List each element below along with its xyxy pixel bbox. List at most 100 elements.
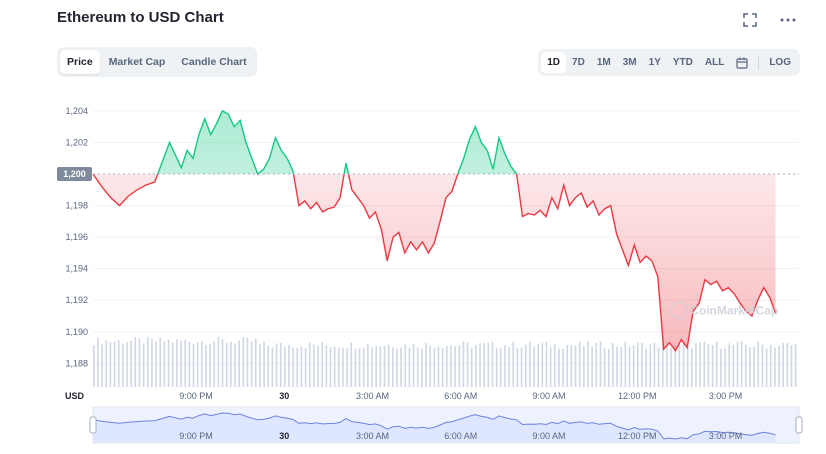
volume-bar bbox=[740, 341, 743, 387]
volume-bar bbox=[404, 344, 407, 387]
volume-bar bbox=[479, 343, 481, 387]
volume-bar bbox=[221, 339, 224, 387]
volume-bar bbox=[703, 341, 706, 387]
volume-bar bbox=[296, 348, 299, 387]
volume-bar bbox=[578, 341, 581, 387]
volume-bar bbox=[583, 345, 585, 387]
volume-bar bbox=[724, 348, 726, 387]
tab-price[interactable]: Price bbox=[60, 50, 100, 74]
volume-bar bbox=[105, 340, 108, 387]
volume-bar bbox=[454, 346, 456, 387]
volume-bar bbox=[794, 343, 797, 387]
volume-bar bbox=[379, 346, 382, 387]
volume-bar bbox=[757, 341, 760, 387]
volume-bar bbox=[387, 344, 390, 387]
tab-range-1y[interactable]: 1Y bbox=[648, 57, 661, 68]
tab-range-all[interactable]: ALL bbox=[704, 57, 725, 68]
volume-bar bbox=[732, 344, 735, 387]
volume-bar bbox=[545, 341, 548, 387]
volume-bar bbox=[367, 344, 369, 387]
volume-bar bbox=[591, 346, 593, 387]
calendar-icon[interactable] bbox=[730, 52, 754, 73]
volume-bar bbox=[475, 344, 477, 387]
x-tick-label: 3:00 PM bbox=[709, 391, 743, 401]
volume-bar bbox=[313, 344, 315, 387]
volume-bar bbox=[358, 348, 361, 387]
x-tick-label: 3:00 AM bbox=[356, 391, 389, 401]
navigator-tick-label: 3:00 PM bbox=[709, 431, 743, 441]
volume-bar bbox=[495, 347, 498, 387]
volume-bar bbox=[599, 341, 602, 387]
volume-bar bbox=[151, 338, 153, 387]
volume-bar bbox=[624, 341, 627, 387]
chart-toolbar-icons bbox=[742, 12, 796, 28]
volume-bar bbox=[641, 342, 643, 387]
volume-bar bbox=[603, 348, 606, 387]
volume-bar bbox=[499, 348, 502, 387]
volume-bar bbox=[130, 340, 132, 387]
y-tick-label: 1,188 bbox=[65, 358, 88, 368]
more-icon[interactable] bbox=[780, 12, 796, 28]
volume-bar bbox=[329, 347, 332, 387]
volume-bar bbox=[304, 348, 307, 387]
volume-bar bbox=[113, 341, 116, 387]
volume-bar bbox=[632, 345, 635, 387]
price-line-up bbox=[92, 109, 518, 175]
volume-bar bbox=[209, 343, 211, 387]
x-tick-label: 9:00 AM bbox=[532, 391, 565, 401]
volume-bar bbox=[400, 347, 402, 387]
volume-bar bbox=[250, 341, 253, 387]
tab-range-ytd[interactable]: YTD bbox=[672, 57, 693, 68]
volume-bar bbox=[350, 342, 353, 387]
x-tick-label: 12:00 PM bbox=[618, 391, 657, 401]
volume-bar bbox=[549, 347, 552, 387]
volume-bar bbox=[275, 343, 278, 387]
watermark-logo bbox=[670, 301, 688, 320]
volume-bar bbox=[225, 342, 228, 387]
volume-bar bbox=[745, 344, 747, 387]
volume-bar bbox=[371, 347, 373, 387]
volume-bar bbox=[670, 347, 672, 387]
volume-bar bbox=[491, 341, 494, 387]
fullscreen-icon[interactable] bbox=[742, 12, 758, 28]
time-range-tabs: 1D 7D 1M 3M 1Y YTD ALL LOG bbox=[538, 49, 800, 76]
volume-bar bbox=[180, 340, 182, 387]
y-tick-label: 1,204 bbox=[65, 106, 88, 116]
navigator-handle-right[interactable] bbox=[795, 416, 803, 434]
volume-bar bbox=[362, 348, 365, 387]
tab-range-1d[interactable]: 1D bbox=[541, 52, 567, 73]
volume-bar bbox=[620, 347, 623, 387]
volume-bar bbox=[188, 341, 191, 387]
tab-market-cap[interactable]: Market Cap bbox=[108, 56, 166, 68]
volume-bar bbox=[607, 348, 610, 387]
volume-bar bbox=[138, 338, 141, 387]
volume-bar bbox=[163, 341, 166, 387]
tab-range-3m[interactable]: 3M bbox=[622, 57, 637, 68]
navigator-tick-label: 6:00 AM bbox=[444, 431, 477, 441]
baseline-label: 1,200 bbox=[63, 169, 86, 179]
tab-range-1m[interactable]: 1M bbox=[596, 57, 611, 68]
volume-bar bbox=[715, 341, 718, 387]
y-tick-label: 1,202 bbox=[65, 137, 88, 147]
volume-bar bbox=[238, 340, 240, 387]
volume-bar bbox=[213, 341, 216, 387]
volume-bar bbox=[433, 348, 436, 387]
volume-bar bbox=[529, 341, 531, 387]
navigator-tick-label: 3:00 AM bbox=[356, 431, 389, 441]
log-scale-toggle[interactable]: LOG bbox=[769, 57, 791, 68]
navigator-handle-left[interactable] bbox=[89, 416, 97, 434]
volume-bar bbox=[146, 337, 149, 387]
tab-candle-chart[interactable]: Candle Chart bbox=[181, 56, 247, 68]
volume-bar bbox=[645, 348, 647, 387]
navigator-tick-label: 9:00 PM bbox=[179, 431, 213, 441]
volume-bar bbox=[300, 346, 303, 387]
chart-type-tabs: Price Market Cap Candle Chart bbox=[57, 47, 257, 77]
volume-bar bbox=[686, 342, 689, 387]
volume-bar bbox=[774, 347, 776, 387]
tab-range-7d[interactable]: 7D bbox=[572, 57, 585, 68]
volume-bar bbox=[541, 343, 544, 387]
volume-bar bbox=[470, 347, 473, 387]
volume-bar bbox=[487, 342, 490, 387]
volume-bar bbox=[267, 345, 270, 387]
